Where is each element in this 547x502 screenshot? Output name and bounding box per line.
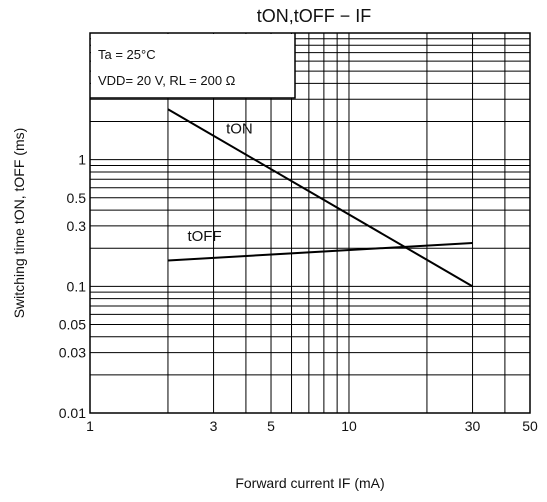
y-tick-label: 0.01 (59, 405, 86, 421)
y-tick-label: 0.5 (67, 190, 87, 206)
chart-title: tON,tOFF − IF (257, 6, 372, 26)
conditions-box: Ta = 25°C VDD= 20 V, RL = 200 Ω (90, 33, 296, 99)
x-tick-label: 10 (341, 418, 357, 434)
x-tick-label: 50 (522, 418, 538, 434)
y-tick-label: 0.03 (59, 345, 86, 361)
conditions-box-background (91, 34, 295, 98)
x-tick-label: 3 (210, 418, 218, 434)
x-tick-label: 5 (267, 418, 275, 434)
conditions-line-1: Ta = 25°C (98, 47, 156, 62)
tick-labels: 1 3 5 10 30 50 0.01 0.03 0.05 0.1 0.3 0.5 1 (59, 152, 538, 434)
y-axis-label: Switching time tON, tOFF (ms) (11, 128, 27, 319)
y-tick-label: 1 (78, 152, 86, 168)
y-tick-label: 0.1 (67, 278, 87, 294)
y-tick-label: 0.05 (59, 316, 86, 332)
conditions-box-border (90, 33, 296, 99)
x-tick-label: 30 (465, 418, 481, 434)
series-line-ton (167, 108, 474, 288)
x-tick-label: 1 (86, 418, 94, 434)
x-axis-label: Forward current IF (mA) (235, 475, 384, 491)
y-tick-label: 0.3 (67, 218, 87, 234)
plot-frame (89, 32, 531, 414)
series-line-toff (167, 241, 473, 262)
grid-lines (90, 33, 530, 413)
conditions-line-2: VDD= 20 V, RL = 200 Ω (98, 73, 236, 88)
series-label-toff: tOFF (187, 228, 221, 245)
series-group: tON tOFF (167, 108, 474, 288)
series-label-ton: tON (226, 121, 253, 138)
